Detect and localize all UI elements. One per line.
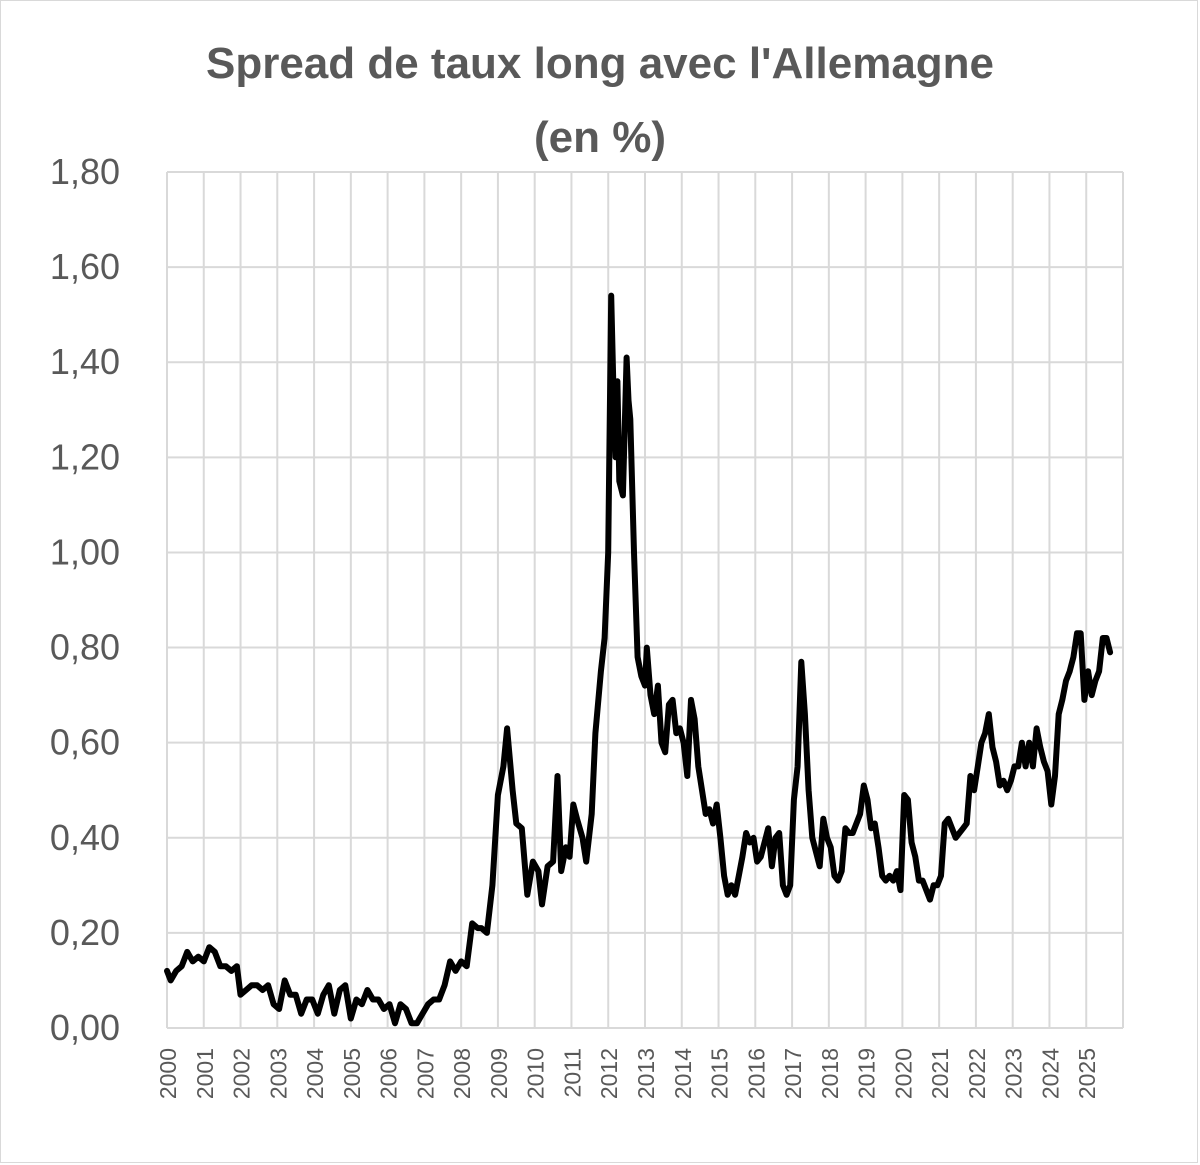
- x-tick-label: 2014: [670, 1048, 696, 1099]
- x-tick-label: 2019: [854, 1048, 880, 1099]
- chart-title: Spread de taux long avec l'Allemagne: [205, 39, 995, 88]
- x-tick-label: 2020: [890, 1048, 916, 1099]
- x-tick-label: 2015: [707, 1048, 733, 1099]
- series-group: [164, 292, 1114, 1027]
- chart-subtitle: (en %): [534, 113, 666, 162]
- x-tick-label: 2010: [523, 1048, 549, 1099]
- x-tick-label: 2017: [780, 1048, 806, 1099]
- y-axis: 0,00 0,20 0,40 0,60 0,80 1,00 1,20 1,40 1,60 1,80: [50, 151, 120, 1048]
- y-tick-label: 0,80: [50, 627, 120, 668]
- series-line: [164, 292, 1114, 1027]
- x-tick-label: 2001: [192, 1048, 218, 1099]
- x-tick-label: 2004: [302, 1048, 328, 1099]
- x-tick-label: 2002: [229, 1048, 255, 1099]
- x-tick-label: 2013: [633, 1048, 659, 1099]
- y-tick-label: 1,00: [50, 531, 120, 572]
- x-tick-label: 2007: [412, 1048, 438, 1099]
- y-tick-label: 0,00: [50, 1007, 120, 1048]
- y-tick-label: 0,20: [50, 912, 120, 953]
- x-tick-label: 2024: [1037, 1048, 1063, 1099]
- y-tick-label: 1,20: [50, 436, 120, 477]
- x-tick-label: 2000: [155, 1048, 181, 1099]
- gridlines: [166, 171, 1124, 1029]
- x-tick-label: 2006: [376, 1048, 402, 1099]
- x-tick-label: 2023: [1001, 1048, 1027, 1099]
- y-tick-label: 1,80: [50, 151, 120, 192]
- x-tick-label: 2022: [964, 1048, 990, 1099]
- y-tick-label: 0,60: [50, 722, 120, 763]
- x-tick-label: 2021: [927, 1048, 953, 1099]
- y-tick-label: 0,40: [50, 817, 120, 858]
- x-tick-label: 2009: [486, 1048, 512, 1099]
- x-axis: 2000 2001 2002 2003 2004 2005 2006 2007 2008 2009…: [155, 1048, 1100, 1099]
- x-tick-label: 2012: [596, 1048, 622, 1099]
- y-tick-label: 1,60: [50, 246, 120, 287]
- x-tick-label: 2008: [449, 1048, 475, 1099]
- x-tick-label: 2018: [817, 1048, 843, 1099]
- x-tick-label: 2005: [339, 1048, 365, 1099]
- x-tick-label: 2016: [743, 1048, 769, 1099]
- y-tick-label: 1,40: [50, 341, 120, 382]
- x-tick-label: 2025: [1074, 1048, 1100, 1099]
- x-tick-label: 2011: [559, 1048, 585, 1097]
- x-tick-label: 2003: [265, 1048, 291, 1099]
